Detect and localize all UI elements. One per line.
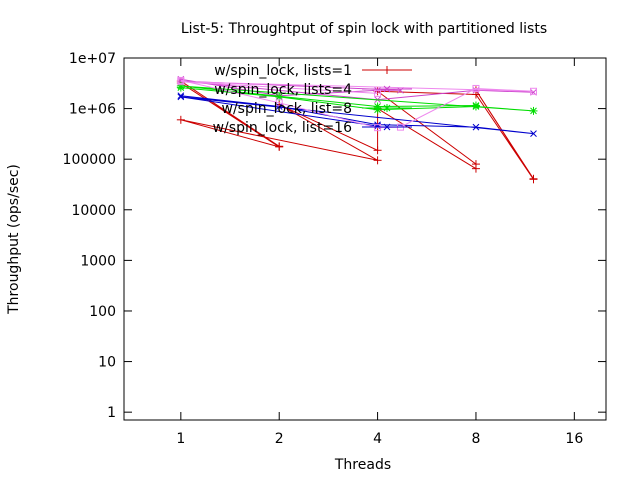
y-tick-label: 10000 <box>71 203 116 219</box>
series-line <box>180 79 534 129</box>
x-tick-label: 2 <box>275 431 284 447</box>
data-point <box>530 130 537 137</box>
y-tick-label: 100000 <box>63 152 116 168</box>
y-axis: 1 10 100 1000 10000 100000 1e+06 1e+07 <box>63 51 606 421</box>
legend-label: w/spin_lock, lists=4 <box>214 82 352 98</box>
legend-label: w/spin_lock, list=8 <box>222 101 352 117</box>
data-point <box>529 106 538 115</box>
data-point <box>177 92 185 100</box>
series-3 <box>176 81 538 115</box>
data-point <box>472 84 480 92</box>
legend-label: w/spin_lock, lists=1 <box>214 63 352 79</box>
x-tick-label: 1 <box>176 431 185 447</box>
data-point <box>275 103 283 110</box>
series-line <box>180 78 534 101</box>
legend-marker <box>383 123 391 131</box>
data-point <box>374 124 382 132</box>
legend: w/spin_lock, lists=1 w/spin_lock, lists=4… <box>213 63 412 136</box>
data-point <box>472 123 480 131</box>
x-axis-label: Threads <box>334 457 391 473</box>
data-point <box>397 86 404 94</box>
y-axis-label: Throughput (ops/sec) <box>6 164 22 315</box>
y-tick-label: 10 <box>98 355 116 371</box>
series-2 <box>177 75 537 104</box>
legend-label: w/spin_lock, list=16 <box>213 120 352 136</box>
x-tick-label: 8 <box>471 431 480 447</box>
legend-marker <box>383 104 391 112</box>
series-line <box>180 80 534 180</box>
legend-marker <box>383 85 391 93</box>
legend-marker <box>383 66 391 74</box>
data-series-layer <box>176 75 538 184</box>
data-point <box>373 102 382 111</box>
data-point <box>471 160 480 169</box>
y-tick-label: 1 <box>107 405 116 421</box>
data-point <box>373 156 382 165</box>
data-point <box>275 99 283 107</box>
data-point <box>374 89 382 97</box>
x-axis: 1 2 4 8 16 <box>176 58 583 447</box>
data-point <box>373 146 382 155</box>
y-tick-label: 1000 <box>80 253 116 269</box>
data-point <box>530 87 538 95</box>
x-tick-label: 4 <box>373 431 382 447</box>
y-tick-label: 1e+06 <box>69 102 116 118</box>
series-5 <box>177 76 538 132</box>
data-point <box>177 78 185 86</box>
data-point <box>275 142 284 151</box>
y-tick-label: 1e+07 <box>69 51 116 67</box>
data-point <box>177 93 185 101</box>
data-point <box>471 101 480 110</box>
x-tick-label: 16 <box>565 431 583 447</box>
series-line <box>180 85 534 112</box>
data-point <box>529 174 538 183</box>
y-tick-label: 100 <box>89 304 116 320</box>
plot-frame <box>123 57 607 421</box>
data-point <box>176 115 185 124</box>
chart-title: List-5: Throughtput of spin lock with pa… <box>181 21 547 37</box>
